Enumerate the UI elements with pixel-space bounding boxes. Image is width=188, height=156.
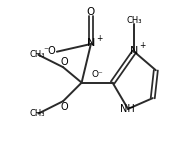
Text: O: O: [60, 57, 68, 67]
Text: O⁻: O⁻: [92, 70, 104, 79]
Text: +: +: [96, 34, 102, 43]
Text: CH₃: CH₃: [29, 50, 45, 59]
Text: N: N: [130, 46, 138, 56]
Text: +: +: [139, 41, 146, 50]
Text: O: O: [87, 7, 95, 17]
Text: O: O: [60, 102, 68, 112]
Text: ⁻O: ⁻O: [44, 46, 56, 56]
Text: N: N: [87, 38, 95, 48]
Text: CH₃: CH₃: [127, 15, 142, 24]
Text: CH₃: CH₃: [29, 109, 45, 118]
Text: NH: NH: [120, 104, 135, 114]
